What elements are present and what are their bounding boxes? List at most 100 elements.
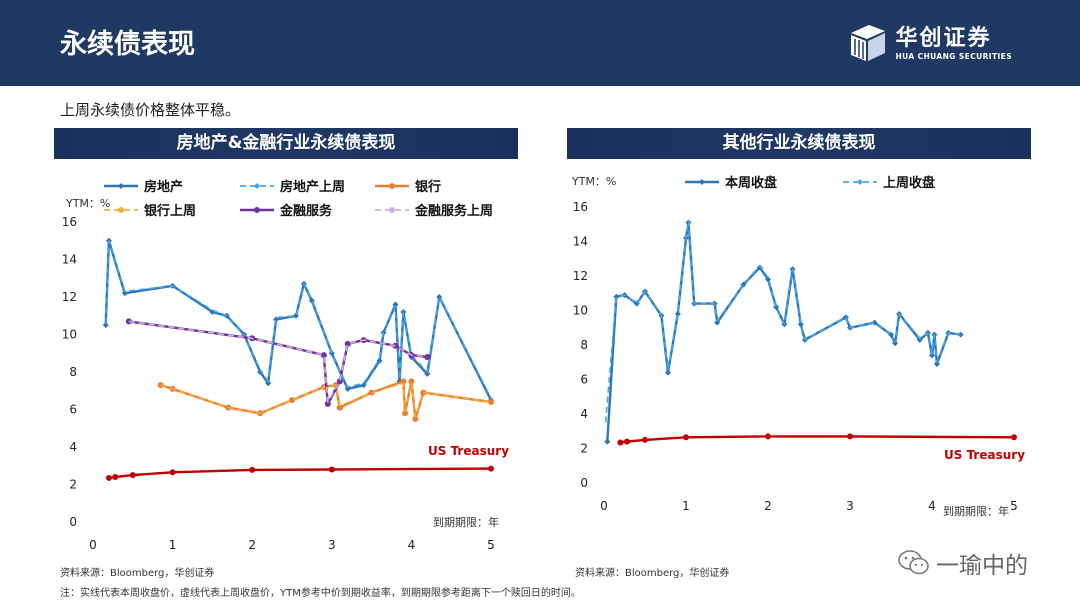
right-data-point	[871, 319, 878, 326]
right-data-point	[892, 340, 899, 347]
right-y-tick-label: 4	[580, 407, 588, 421]
left-legend-label: 银行	[415, 179, 441, 195]
left-data-point	[488, 465, 494, 472]
left-x-tick-label: 3	[328, 538, 336, 552]
right-series-line	[606, 221, 961, 442]
right-data-point	[683, 434, 689, 441]
left-data-point	[392, 342, 399, 349]
left-x-tick-label: 2	[248, 538, 256, 552]
left-data-point	[273, 316, 280, 323]
right-data-point	[714, 319, 721, 326]
left-x-tick-label: 0	[89, 538, 97, 552]
right-y-tick-label: 14	[573, 235, 588, 249]
right-data-point	[623, 438, 630, 445]
right-y-tick-label: 6	[580, 373, 588, 387]
right-y-tick-label: 8	[580, 338, 588, 352]
left-legend-marker	[389, 183, 395, 189]
left-data-point	[308, 297, 315, 304]
right-chart-title: 其他行业永续债表现	[567, 128, 1031, 159]
left-x-tick-label: 4	[408, 538, 416, 552]
right-source-note: 资料来源：Bloomberg，华创证券	[575, 568, 730, 579]
right-x-tick-label: 0	[600, 499, 608, 513]
left-y-tick-label: 2	[69, 478, 77, 492]
left-data-point	[249, 466, 256, 473]
right-x-tick-label: 3	[846, 499, 854, 513]
left-legend-marker	[389, 207, 395, 213]
logo-cube-icon	[851, 25, 886, 61]
right-x-tick-label: 4	[928, 499, 936, 513]
right-data-point	[617, 439, 624, 446]
left-y-tick-label: 8	[69, 365, 77, 379]
right-data-point	[933, 360, 940, 367]
right-data-point	[773, 304, 780, 311]
right-legend-marker	[699, 179, 705, 185]
header-bar: 永续债表现 华创证券 HUA CHUANG SECURITIES	[0, 0, 1080, 86]
right-data-point	[916, 336, 923, 343]
right-series-line	[620, 435, 1015, 444]
left-data-point	[392, 301, 399, 308]
right-x-axis-label: 到期期限：年	[943, 504, 1009, 518]
left-series-line	[104, 240, 492, 399]
left-y-tick-label: 6	[69, 403, 77, 417]
left-data-point	[412, 415, 419, 422]
right-data-point	[674, 310, 681, 317]
left-legend-label: 金融服务上周	[414, 203, 493, 219]
footnote: 注：实线代表本周收盘价，虚线代表上周收盘价，YTM参考中价到期收益率，到期期限参…	[60, 588, 581, 599]
left-y-tick-label: 10	[62, 328, 77, 342]
right-y-axis-label: YTM：%	[571, 175, 616, 188]
right-data-point	[847, 433, 853, 440]
left-data-point	[328, 466, 335, 473]
left-data-point	[320, 352, 327, 359]
left-source-note: 资料来源：Bloomberg，华创证券	[60, 568, 215, 579]
left-x-axis-label: 到期期限：年	[433, 515, 499, 529]
right-legend-marker	[857, 179, 863, 185]
left-data-point	[157, 382, 164, 389]
left-y-tick-label: 14	[62, 253, 77, 267]
left-data-point	[121, 290, 128, 297]
watermark-text: 一瑜中的	[936, 553, 1028, 579]
left-series-line	[104, 239, 493, 401]
left-x-tick-label: 1	[169, 538, 177, 552]
left-legend-marker	[118, 183, 124, 189]
summary-text: 上周永续债价格整体平稳。	[60, 101, 241, 119]
left-series-line	[160, 382, 492, 418]
left-data-point	[169, 469, 176, 476]
company-logo: 华创证券 HUA CHUANG SECURITIES	[847, 20, 1012, 66]
left-data-point	[424, 370, 431, 377]
left-data-point	[328, 350, 335, 357]
right-data-point	[613, 293, 620, 300]
left-y-tick-label: 0	[69, 515, 77, 529]
left-legend-label: 金融服务	[279, 203, 333, 219]
left-legend-marker	[254, 183, 260, 189]
left-data-point	[292, 312, 299, 319]
right-y-tick-label: 2	[580, 442, 588, 456]
left-data-point	[420, 389, 427, 396]
left-data-point	[360, 382, 367, 389]
left-data-point	[324, 400, 331, 407]
left-legend-marker	[254, 207, 260, 213]
right-data-point	[1011, 434, 1017, 441]
right-data-point	[604, 438, 611, 445]
left-treasury-label: US Treasury	[428, 444, 509, 458]
right-data-point	[797, 321, 804, 328]
right-x-tick-label: 2	[764, 499, 772, 513]
left-data-point	[289, 397, 295, 404]
right-legend-label: 上周收盘	[883, 175, 935, 191]
left-y-axis-label: YTM：%	[65, 197, 110, 210]
right-x-tick-label: 5	[1010, 499, 1018, 513]
left-data-point	[129, 472, 136, 479]
logo-cn-text: 华创证券	[895, 25, 992, 51]
right-legend-label: 本周收盘	[725, 175, 777, 191]
wechat-icon	[898, 550, 929, 575]
left-data-point	[408, 378, 415, 385]
left-data-point	[105, 474, 112, 481]
right-data-point	[929, 352, 935, 359]
left-data-point	[112, 474, 119, 480]
left-y-tick-label: 4	[69, 440, 77, 454]
left-data-point	[336, 404, 343, 411]
left-chart-title: 房地产&金融行业永续债表现	[54, 128, 518, 159]
left-legend-label: 银行上周	[144, 203, 196, 219]
right-treasury-label: US Treasury	[944, 448, 1025, 462]
left-legend-label: 房地产上周	[280, 179, 345, 195]
